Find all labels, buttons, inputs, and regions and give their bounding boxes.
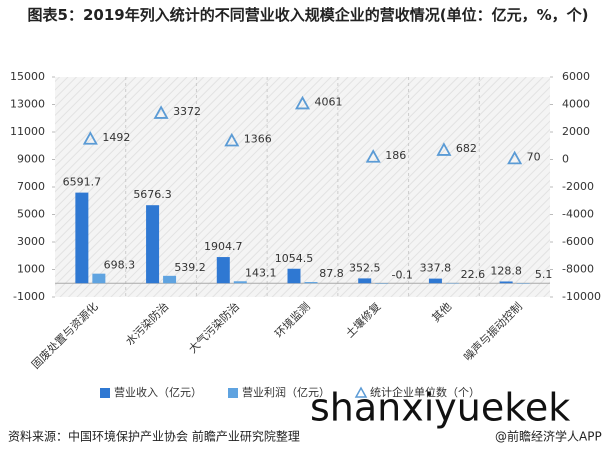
y-tick-label: 3000 — [17, 235, 45, 248]
value-label: 337.8 — [420, 262, 452, 275]
y-tick-label: 7000 — [17, 180, 45, 193]
value-label: 682 — [456, 142, 477, 155]
value-label: 1904.7 — [204, 240, 243, 253]
legend-swatch — [100, 388, 110, 398]
legend-label: 营业收入（亿元） — [114, 385, 202, 399]
chart-title: 图表5：2019年列入统计的不同营业收入规模企业的营收情况(单位：亿元，%，个) — [27, 6, 589, 24]
y2-tick-label: -10000 — [562, 290, 601, 303]
bar — [287, 268, 301, 284]
bar — [92, 273, 106, 284]
marker — [294, 95, 311, 110]
value-label: 1492 — [102, 131, 130, 144]
x-tick-label: 噪声与振动控制 — [461, 299, 525, 363]
value-label: 186 — [385, 149, 406, 162]
x-tick-label: 土壤修复 — [342, 299, 383, 340]
legend-label: 营业利润（亿元） — [242, 385, 330, 399]
y-tick-label: 5000 — [17, 208, 45, 221]
y2-tick-label: -6000 — [562, 235, 594, 248]
x-tick-label: 固废处置与资源化 — [28, 299, 100, 371]
value-label: 3372 — [173, 105, 201, 118]
bar — [516, 283, 530, 284]
bar — [499, 281, 513, 284]
value-label: 70 — [527, 151, 541, 164]
value-label: 4061 — [315, 96, 343, 109]
value-label: 352.5 — [349, 261, 381, 274]
bar — [375, 283, 389, 284]
y-tick-label: 9000 — [17, 153, 45, 166]
x-tick-label: 大气污染防治 — [185, 299, 242, 356]
value-label: 128.8 — [490, 264, 522, 277]
bar — [358, 278, 372, 284]
y-tick-label: 15000 — [10, 70, 45, 83]
brand: @前瞻经济学人APP — [495, 429, 602, 444]
y2-tick-label: -2000 — [562, 180, 594, 193]
value-label: 87.8 — [319, 267, 344, 280]
bar — [428, 278, 442, 284]
value-label: 5676.3 — [133, 188, 172, 201]
bar — [146, 205, 160, 284]
y2-tick-label: 0 — [562, 153, 569, 166]
bar — [445, 282, 459, 284]
y2-tick-label: 2000 — [562, 125, 590, 138]
marker — [365, 149, 381, 163]
value-label: 6591.7 — [63, 176, 102, 189]
marker — [153, 105, 169, 119]
y-tick-label: 11000 — [10, 125, 45, 138]
bar — [75, 192, 89, 284]
bar — [304, 282, 318, 284]
marker — [82, 131, 98, 145]
bar — [163, 275, 177, 284]
value-label: -0.1 — [391, 268, 412, 281]
value-label: 1366 — [244, 133, 272, 146]
watermark: shanxiyuekek — [310, 386, 570, 430]
value-label: 539.2 — [174, 261, 206, 274]
x-tick-label: 其他 — [429, 300, 454, 325]
plot-area — [55, 77, 550, 297]
value-label: 22.6 — [461, 268, 486, 281]
y2-tick-label: -8000 — [562, 263, 594, 276]
value-label: 698.3 — [104, 259, 136, 272]
y2-tick-label: -4000 — [562, 208, 594, 221]
marker — [436, 142, 452, 156]
value-label: 5.1 — [535, 268, 553, 281]
y2-tick-label: 4000 — [562, 98, 590, 111]
value-label: 1054.5 — [275, 252, 314, 265]
legend-swatch — [228, 388, 238, 398]
value-label: 143.1 — [245, 266, 277, 279]
y-tick-label: 1000 — [17, 263, 45, 276]
y-tick-label: -1000 — [13, 290, 45, 303]
legend-label: 统计企业单位数（个） — [370, 385, 480, 399]
y2-tick-label: 6000 — [562, 70, 590, 83]
legend-marker — [354, 386, 368, 398]
bar — [233, 281, 247, 284]
bar — [216, 257, 230, 284]
x-tick-label: 水污染防治 — [123, 299, 172, 348]
y-tick-label: 13000 — [10, 98, 45, 111]
x-tick-label: 环境监测 — [272, 299, 313, 340]
marker — [224, 132, 240, 147]
marker — [507, 150, 523, 165]
source: 资料来源：中国环境保护产业协会 前瞻产业研究院整理 — [8, 429, 300, 444]
